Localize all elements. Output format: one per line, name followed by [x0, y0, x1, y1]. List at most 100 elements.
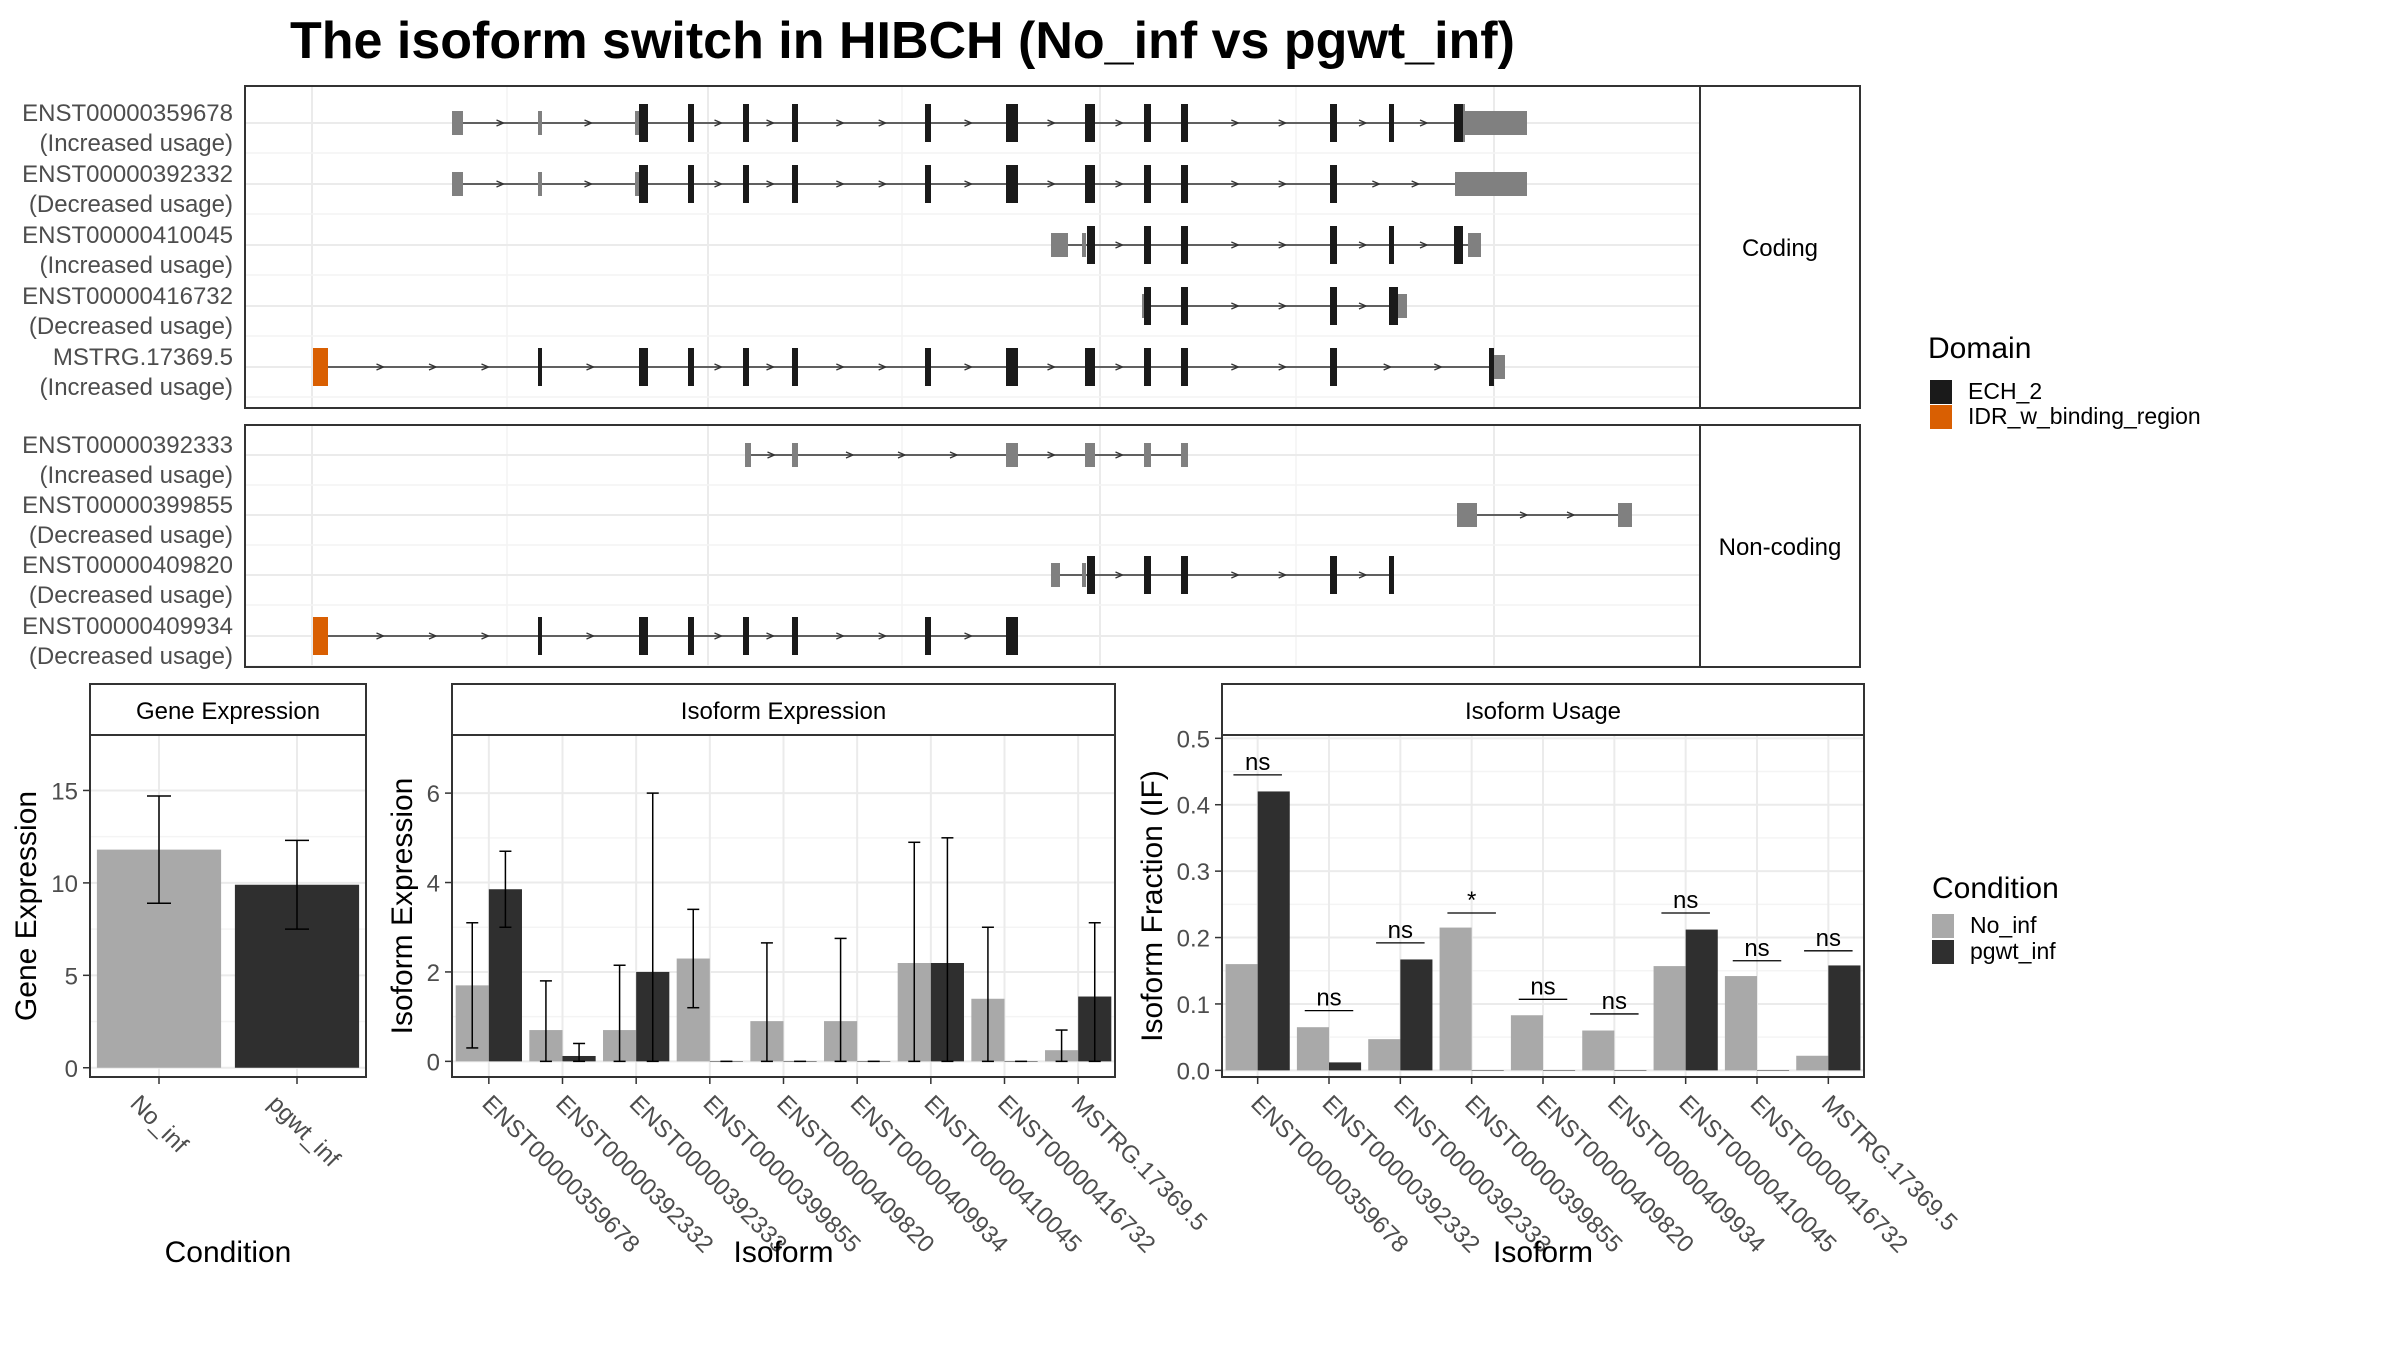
domain-exon-ech2: [925, 617, 931, 655]
y-tick-label: 0: [427, 1049, 440, 1076]
utr-exon: [1181, 443, 1188, 467]
intron-arrow: [586, 632, 596, 640]
domain-legend-title: Domain: [1928, 332, 2031, 365]
y-tick-label: 4: [427, 871, 440, 898]
intron-arrow: [1115, 363, 1125, 371]
intron-arrow: [1278, 302, 1288, 310]
significance-label: *: [1467, 887, 1476, 914]
utr-exon: [538, 172, 542, 196]
transcript-usage: (Decreased usage): [29, 313, 233, 340]
intron-arrow: [1047, 451, 1057, 459]
bar-no_inf: [1439, 927, 1472, 1071]
intron-arrow: [836, 119, 845, 127]
domain-exon-ech2: [1144, 287, 1151, 325]
domain-exon-ech2: [1330, 556, 1337, 594]
intron-arrow: [964, 632, 974, 640]
intron-arrow: [878, 632, 888, 640]
intron-arrow: [836, 363, 845, 371]
domain-exon-ech2: [1087, 226, 1095, 264]
intron-arrow: [496, 180, 506, 188]
intron-arrow: [767, 451, 777, 459]
bar-pgwt_inf: [1614, 1070, 1647, 1071]
bar-pgwt_inf: [1400, 959, 1433, 1071]
condition-legend-label: pgwt_inf: [1970, 938, 2056, 964]
intron-arrow: [481, 632, 491, 640]
domain-legend-swatch: [1930, 405, 1952, 429]
intron-arrow: [766, 632, 776, 640]
bar-charts: Gene Expression 0 5 10 15 No_inf pgwt_inf Condi…: [10, 683, 1963, 1269]
domain-exon-ech2: [743, 165, 749, 203]
transcript-usage: (Decreased usage): [29, 191, 233, 218]
domain-exon-ech2: [1330, 287, 1337, 325]
y-tick-label: 0.4: [1177, 793, 1210, 820]
transcript-name: ENST00000409820: [22, 552, 233, 579]
panel-strip-coding: [1699, 85, 1861, 409]
utr-exon: [1051, 233, 1068, 257]
domain-exon-ech2: [1006, 617, 1018, 655]
domain-exon-ech2: [1144, 226, 1151, 264]
y-axis-title: Isoform Fraction (IF): [1136, 770, 1169, 1042]
intron-arrow: [1519, 511, 1529, 519]
significance-label: ns: [1245, 749, 1270, 776]
intron-arrow: [1278, 119, 1288, 127]
intron-arrow: [714, 363, 724, 371]
utr-exon: [1082, 233, 1086, 257]
domain-exon-ech2: [538, 617, 542, 655]
intron-arrow: [1047, 119, 1057, 127]
intron-arrow: [584, 119, 594, 127]
transcript-usage: (Decreased usage): [29, 582, 233, 609]
intron-arrow: [714, 119, 724, 127]
domain-exon-ech2: [1181, 165, 1188, 203]
intron-arrow: [1115, 241, 1125, 249]
y-tick-label: 10: [51, 871, 78, 898]
significance-label: ns: [1673, 887, 1698, 914]
bar-pgwt_inf: [1543, 1070, 1576, 1071]
domain-exon-ech2: [925, 104, 931, 142]
domain-exon-ech2: [688, 617, 694, 655]
intron-arrow: [949, 451, 959, 459]
intron-arrow: [1278, 180, 1288, 188]
domain-exon-ech2: [1389, 104, 1394, 142]
significance-label: ns: [1530, 973, 1555, 1000]
transcript-name: ENST00000409934: [22, 613, 233, 640]
intron-arrow: [1419, 119, 1429, 127]
intron-arrow: [1047, 363, 1057, 371]
condition-legend-title: Condition: [1932, 872, 2059, 905]
intron-arrow: [376, 363, 386, 371]
intron-arrow: [1115, 571, 1125, 579]
utr-exon: [1006, 443, 1018, 467]
bar-pgwt_inf: [1257, 791, 1290, 1071]
chart-title: Isoform Usage: [1465, 698, 1621, 725]
intron-arrow: [836, 632, 845, 640]
intron-arrow: [1358, 241, 1368, 249]
condition-legend-swatch: [1932, 914, 1954, 938]
utr-exon: [1144, 443, 1151, 467]
domain-exon-ech2: [1144, 348, 1151, 386]
intron-arrow: [878, 180, 888, 188]
bar-pgwt_inf: [1828, 965, 1861, 1071]
intron-arrow: [1115, 451, 1125, 459]
transcript-name: ENST00000392332: [22, 161, 233, 188]
transcript-structure-plot: Coding ENST00000359678 (Increased usage) EN…: [22, 85, 1861, 670]
figure-title: The isoform switch in HIBCH (No_inf vs p…: [290, 12, 1515, 70]
transcript-name: ENST00000416732: [22, 283, 233, 310]
x-axis-title: Isoform: [1493, 1236, 1593, 1269]
intron-arrow: [1566, 511, 1576, 519]
chart-title: Isoform Expression: [681, 698, 886, 725]
bar-no_inf: [1582, 1030, 1615, 1071]
transcript-name: ENST00000359678: [22, 100, 233, 127]
domain-exon-ech2: [1085, 104, 1095, 142]
intron-arrow: [1278, 363, 1288, 371]
domain-exon-ech2: [1389, 556, 1394, 594]
intron-arrow: [1434, 363, 1443, 371]
domain-exon-ech2: [639, 165, 648, 203]
utr-exon: [1468, 233, 1481, 257]
x-tick-label: MSTRG.17369.5: [1066, 1090, 1212, 1236]
intron-arrow: [964, 119, 974, 127]
domain-exon-ech2: [743, 348, 749, 386]
intron-arrow: [1231, 363, 1240, 371]
intron-arrow: [1383, 363, 1393, 371]
utr-exon: [1457, 503, 1477, 527]
intron-arrow: [1115, 180, 1125, 188]
intron-arrow: [845, 451, 855, 459]
